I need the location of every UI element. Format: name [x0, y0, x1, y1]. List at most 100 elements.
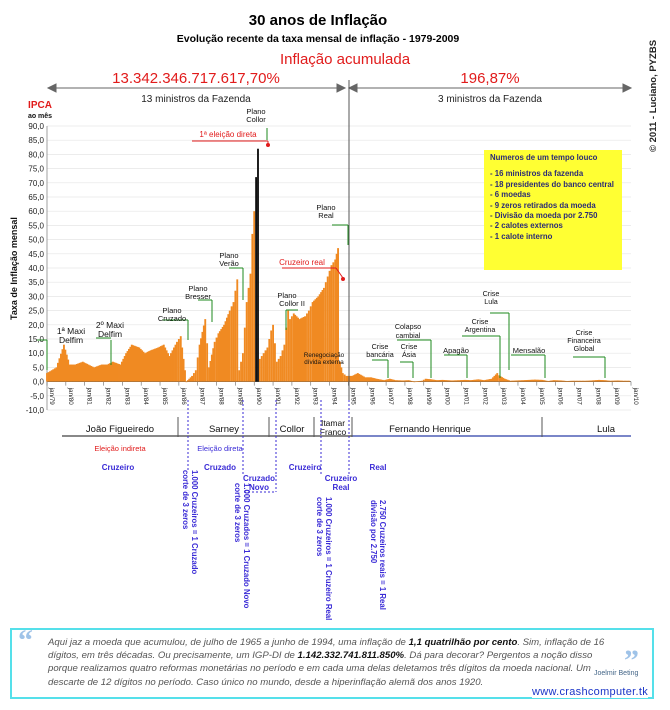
inflation-bar [186, 380, 189, 382]
inflation-bar [538, 379, 541, 382]
inflation-bar [623, 380, 626, 382]
inflation-bar [152, 349, 155, 382]
inflation-bar [602, 380, 605, 382]
x-tick-label: jan/08 [594, 387, 601, 406]
inflation-bar [230, 306, 233, 382]
inflation-bar [83, 362, 86, 382]
inflation-bar [93, 367, 96, 382]
inflation-bar [427, 379, 430, 382]
inflation-bar [541, 379, 544, 382]
x-tick-label: jan/83 [123, 387, 130, 406]
inflation-bar [343, 374, 346, 382]
x-tick-label: jan/04 [519, 387, 526, 406]
inflation-bar [297, 317, 299, 382]
facts-item: - Divisão da moeda por 2.750 [490, 211, 598, 221]
inflation-bar [576, 380, 579, 382]
inflation-bar [586, 380, 589, 382]
x-tick-label: jan/90 [255, 387, 262, 406]
y-tick-label: 40,0 [28, 264, 44, 273]
inflation-bar [609, 380, 612, 382]
inflation-bar [583, 380, 586, 382]
inflation-bar [460, 380, 462, 382]
x-tick-label: jan/98 [406, 387, 413, 406]
inflation-bar [274, 343, 276, 382]
inflation-bar [451, 380, 453, 382]
inflation-bar [213, 341, 216, 382]
inflation-bar [547, 381, 550, 382]
inflation-bar [354, 374, 356, 382]
inflation-bar [544, 380, 547, 382]
inflation-bar [383, 380, 386, 382]
annotation-maxi1: 1ª Maxi Delfim [37, 326, 85, 370]
inflation-bar [441, 379, 444, 382]
inflation-bar [420, 380, 423, 382]
period1-value: 13.342.346.717.617,70% [112, 70, 280, 87]
annotation-collor: Plano Collor [246, 107, 268, 140]
inflation-bar [628, 380, 631, 382]
inflation-bar [386, 379, 388, 382]
inflation-bar [326, 276, 329, 382]
inflation-bar [619, 380, 622, 382]
inflation-bar [513, 380, 516, 382]
inflation-bar [55, 367, 58, 382]
inflation-bar [171, 350, 174, 382]
chart-bars [46, 148, 631, 383]
inflation-bar [458, 380, 461, 382]
inflation-bar [245, 302, 248, 382]
inflation-bar [80, 362, 83, 382]
inflation-bar [109, 363, 112, 382]
inflation-bar [116, 363, 119, 382]
inflation-bar [146, 351, 149, 382]
inflation-bar [407, 380, 410, 382]
site-url[interactable]: www.crashcomputer.tk [532, 686, 649, 698]
inflation-bar [160, 346, 162, 382]
inflation-bar [587, 380, 590, 382]
y-tick-label: -5,0 [30, 392, 44, 401]
inflation-bar [599, 379, 602, 382]
inflation-bar [570, 380, 573, 382]
facts-box: Numeros de um tempo louco - 16 ministros… [484, 150, 622, 270]
inflation-bar [321, 290, 324, 382]
inflation-bar [433, 379, 436, 382]
x-tick-label: jan/89 [236, 387, 243, 406]
facts-item: - 6 moedas [490, 190, 531, 200]
inflation-bar [173, 347, 175, 382]
inflation-bar [148, 351, 151, 382]
y-axis-label: Taxa de Inflação mensal [9, 217, 19, 320]
inflation-bar [509, 380, 512, 382]
inflation-bar [227, 314, 230, 382]
inflation-bar [328, 270, 331, 382]
x-tick-label: jan/96 [368, 387, 375, 406]
inflation-bar [531, 379, 534, 382]
inflation-bar [487, 379, 490, 382]
y-tick-label: 20,0 [28, 321, 44, 330]
inflation-bar [339, 361, 341, 382]
inflation-bar [168, 356, 171, 382]
inflation-bar [616, 380, 619, 382]
x-tick-label: jan/03 [500, 387, 507, 406]
inflation-bar [622, 380, 625, 382]
x-tick-label: jan/01 [462, 387, 469, 406]
inflation-bar [208, 367, 210, 382]
y-tick-label: 80,0 [28, 150, 44, 159]
inflation-bar [63, 344, 65, 382]
inflation-bar [313, 300, 315, 382]
inflation-bar [625, 380, 628, 382]
inflation-bar [257, 148, 259, 382]
inflation-bar [593, 380, 596, 382]
annotation-argentina: Crise Argentina [462, 317, 501, 378]
inflation-bar [337, 248, 339, 382]
svg-text:Mensalão: Mensalão [513, 346, 546, 355]
inflation-bar [49, 371, 52, 382]
inflation-bar [409, 380, 412, 382]
inflation-bar [567, 380, 570, 382]
inflation-bar [332, 262, 335, 382]
inflation-bar [566, 381, 568, 382]
inflation-bar [375, 378, 378, 382]
inflation-bar [592, 380, 594, 382]
inflation-bar [483, 380, 485, 382]
inflation-bar [471, 380, 474, 382]
inflation-bar [613, 380, 616, 382]
inflation-bar [212, 348, 215, 382]
